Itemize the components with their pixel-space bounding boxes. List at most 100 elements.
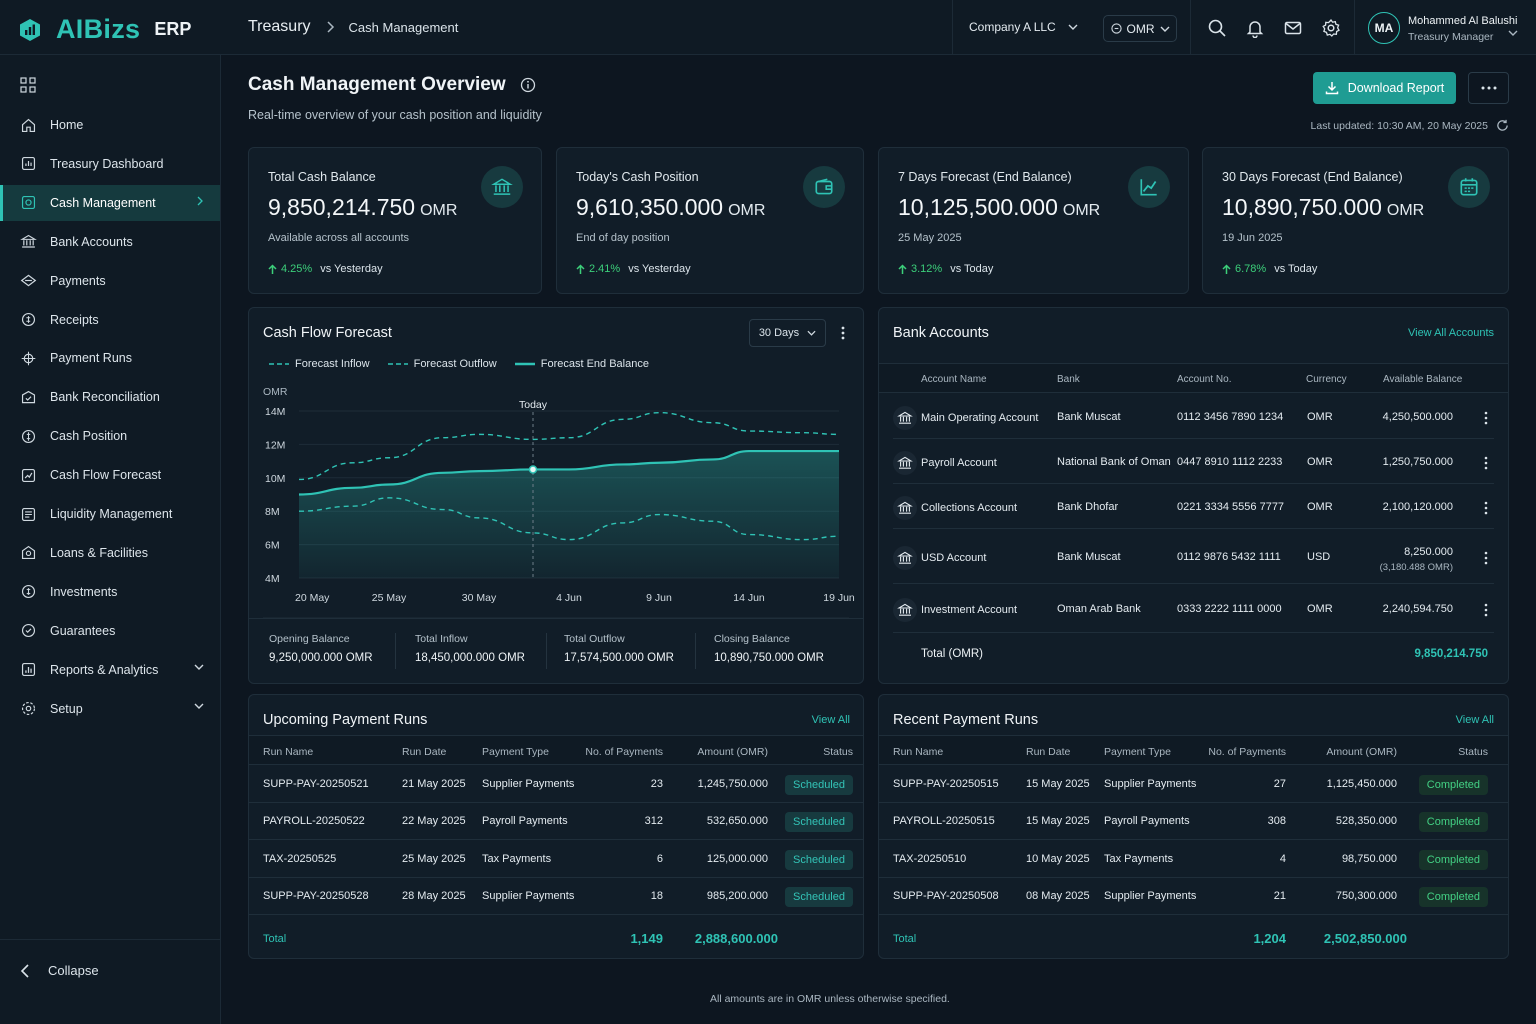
mail-icon[interactable] [1283, 18, 1303, 38]
kpi-card[interactable]: 7 Days Forecast (End Balance) 10,125,500.… [878, 147, 1189, 294]
more-vertical-icon[interactable] [841, 326, 845, 340]
avatar[interactable]: MA [1368, 12, 1400, 44]
table-row[interactable]: PAYROLL-20250522 22 May 2025 Payroll Payme… [249, 803, 863, 841]
currency-selector[interactable]: OMR [1103, 15, 1177, 42]
apps-grid-icon[interactable] [20, 77, 36, 93]
liquidity-icon [21, 507, 36, 521]
sidebar-item-cash-management[interactable]: Cash Management [0, 184, 220, 221]
column-header[interactable]: No. of Payments [585, 746, 663, 758]
sidebar-item-receipts[interactable]: Receipts [0, 302, 221, 338]
column-header[interactable]: No. of Payments [1208, 746, 1286, 758]
more-vertical-icon[interactable] [1484, 456, 1488, 470]
sidebar-item-loans-facilities[interactable]: Loans & Facilities [0, 535, 221, 571]
column-header[interactable]: Account No. [1177, 374, 1232, 385]
table-row[interactable]: PAYROLL-20250515 15 May 2025 Payroll Payme… [879, 803, 1508, 841]
legend-inflow[interactable]: Forecast Inflow [269, 358, 370, 370]
table-row[interactable]: SUPP-PAY-20250521 21 May 2025 Supplier Pay… [249, 766, 863, 803]
column-header[interactable]: Account Name [921, 374, 987, 385]
recent-payment-runs-panel: Recent Payment Runs View All Run Name Run… [878, 694, 1509, 959]
table-row[interactable]: Payroll Account National Bank of Oman 0447… [893, 439, 1494, 484]
company-selector[interactable]: Company A LLC [969, 20, 1078, 34]
more-vertical-icon[interactable] [1484, 411, 1488, 425]
cash-flow-title: Cash Flow Forecast [263, 325, 392, 341]
search-icon[interactable] [1207, 18, 1227, 38]
sidebar-item-setup[interactable]: Setup [0, 691, 221, 727]
view-all-recent-link[interactable]: View All [1455, 714, 1494, 726]
column-header[interactable]: Run Date [402, 746, 447, 758]
series-line-forecast-outflow[interactable] [298, 497, 840, 541]
column-header[interactable]: Payment Type [482, 746, 549, 758]
sidebar-item-label: Setup [50, 701, 83, 716]
user-name[interactable]: Mohammed Al Balushi [1408, 15, 1518, 27]
table-row[interactable]: Investment Account Oman Arab Bank 0333 222… [893, 584, 1494, 633]
sidebar-item-bank-reconciliation[interactable]: Bank Reconciliation [0, 379, 221, 415]
table-row[interactable]: SUPP-PAY-20250515 15 May 2025 Supplier Pay… [879, 766, 1508, 803]
more-vertical-icon[interactable] [1484, 603, 1488, 617]
kpi-card[interactable]: Today's Cash Position 9,610,350.000 OMR End… [556, 147, 864, 294]
view-all-upcoming-link[interactable]: View All [811, 714, 850, 726]
more-vertical-icon[interactable] [1484, 551, 1488, 565]
payments-icon [20, 274, 37, 287]
sidebar-item-investments[interactable]: Investments [0, 574, 221, 610]
column-header[interactable]: Amount (OMR) [1326, 746, 1397, 758]
sidebar-item-guarantees[interactable]: Guarantees [0, 613, 221, 649]
view-all-accounts-link[interactable]: View All Accounts [1407, 327, 1494, 339]
today-point[interactable] [528, 465, 538, 474]
account-number: 0112 9876 5432 1111 [1177, 550, 1281, 563]
kpi-card[interactable]: 30 Days Forecast (End Balance) 10,890,750… [1202, 147, 1509, 294]
collapse-button[interactable]: Collapse [20, 963, 99, 978]
cash-flow-chart[interactable]: OMR 4M 6M 8M 10M 12M 14M 20 May 25 May 30 May 4 Ju… [249, 382, 865, 618]
column-header[interactable]: Currency [1306, 374, 1347, 385]
series-line-forecast-inflow[interactable] [298, 411, 840, 481]
run-name: TAX-20250525 [263, 852, 337, 865]
column-header[interactable]: Run Name [893, 746, 944, 758]
legend-end-balance[interactable]: Forecast End Balance [514, 358, 649, 370]
sidebar-item-reports-analytics[interactable]: Reports & Analytics [0, 652, 221, 688]
sidebar-item-label: Liquidity Management [50, 507, 173, 521]
column-header[interactable]: Status [1458, 746, 1488, 758]
table-row[interactable]: SUPP-PAY-20250508 08 May 2025 Supplier Pay… [879, 878, 1508, 915]
more-options-button[interactable] [1468, 72, 1509, 104]
column-header[interactable]: Amount (OMR) [697, 746, 768, 758]
table-row[interactable]: SUPP-PAY-20250528 28 May 2025 Supplier Pay… [249, 878, 863, 915]
sidebar-item-payment-runs[interactable]: Payment Runs [0, 340, 221, 376]
kpi-label: Total Cash Balance [268, 170, 376, 184]
column-header[interactable]: Run Name [263, 746, 314, 758]
series-line-forecast-end-balance[interactable] [298, 449, 839, 496]
company-name: Company A LLC [969, 20, 1056, 34]
account-name: Payroll Account [921, 456, 997, 469]
gear-icon[interactable] [1321, 18, 1341, 38]
breadcrumb-root[interactable]: Treasury [248, 18, 311, 35]
table-row[interactable]: Collections Account Bank Dhofar 0221 3334 … [893, 484, 1494, 529]
more-vertical-icon[interactable] [1484, 501, 1488, 515]
table-row[interactable]: TAX-20250525 25 May 2025 Tax Payments 6 125,… [249, 841, 863, 878]
column-header[interactable]: Status [823, 746, 853, 758]
download-report-button[interactable]: Download Report [1313, 72, 1456, 104]
bell-icon[interactable] [1245, 18, 1265, 38]
app-logo[interactable]: AIBizs ERP [18, 14, 191, 45]
column-header[interactable]: Run Date [1026, 746, 1071, 758]
sidebar-item-treasury-dashboard[interactable]: Treasury Dashboard [0, 146, 221, 182]
info-icon[interactable] [520, 77, 536, 93]
table-row[interactable]: USD Account Bank Muscat 0112 9876 5432 111… [893, 529, 1494, 584]
refresh-icon[interactable] [1496, 119, 1509, 132]
legend-outflow[interactable]: Forecast Outflow [387, 358, 497, 370]
column-header[interactable]: Bank [1057, 374, 1080, 385]
table-row[interactable]: Main Operating Account Bank Muscat 0112 34… [893, 394, 1494, 439]
chevron-down-icon[interactable] [1508, 30, 1518, 36]
opening-balance: Opening Balance 9,250,000.000 OMR [269, 633, 373, 664]
column-header[interactable]: Available Balance [1383, 374, 1463, 385]
range-selector[interactable]: 30 Days [749, 319, 826, 347]
sidebar-item-home[interactable]: Home [0, 107, 221, 143]
table-row[interactable]: TAX-20250510 10 May 2025 Tax Payments 4 98,7… [879, 841, 1508, 878]
sidebar-item-cash-position[interactable]: Cash Position [0, 418, 221, 454]
sidebar-item-liquidity-management[interactable]: Liquidity Management [0, 496, 221, 532]
cash-position-icon [21, 429, 36, 443]
today-marker-label: Today [519, 399, 548, 411]
sidebar-item-cash-flow-forecast[interactable]: Cash Flow Forecast [0, 457, 221, 493]
sidebar-item-payments[interactable]: Payments [0, 263, 221, 299]
column-header[interactable]: Payment Type [1104, 746, 1171, 758]
sidebar-item-bank-accounts[interactable]: Bank Accounts [0, 224, 221, 260]
bank-icon [897, 603, 913, 616]
kpi-card[interactable]: Total Cash Balance 9,850,214.750 OMR Availa… [248, 147, 542, 294]
